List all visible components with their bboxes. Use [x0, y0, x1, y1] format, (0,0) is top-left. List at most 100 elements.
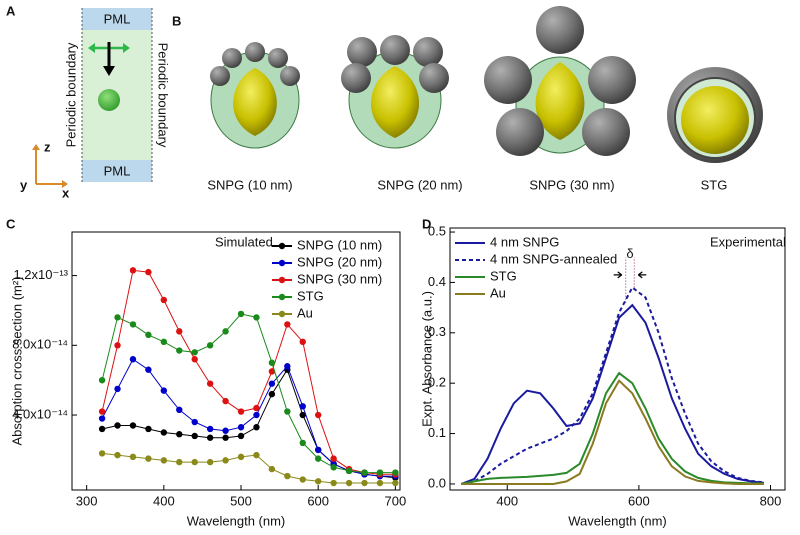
panel-label: C	[6, 216, 16, 231]
series-line	[101, 368, 396, 479]
series-line	[461, 371, 764, 485]
data-point	[237, 408, 245, 415]
data-point	[345, 479, 353, 487]
x-tick-label: 400	[496, 493, 518, 508]
data-point	[176, 458, 183, 466]
y-tick-label: 0.3	[428, 324, 446, 339]
series-line	[101, 269, 396, 475]
legend-label: SNPG (10 nm)	[297, 237, 382, 252]
data-point	[314, 455, 322, 462]
data-point	[98, 415, 106, 422]
data-point	[299, 338, 306, 346]
series-line	[461, 285, 765, 485]
axis-name: x	[62, 185, 70, 200]
data-point	[284, 408, 291, 415]
legend-marker	[278, 310, 286, 318]
k-arrow-head	[103, 66, 115, 76]
data-point	[98, 408, 106, 415]
panel-a: A PML PML Periodic boundary Periodic bou…	[6, 3, 171, 200]
x-tick-label: 500	[230, 493, 252, 508]
legend-label: STG	[490, 268, 517, 283]
data-point	[129, 321, 137, 328]
data-point	[206, 458, 214, 466]
x-tick-label: 700	[385, 493, 407, 508]
data-point	[314, 478, 322, 485]
legend-label: 4 nm SNPG-annealed	[490, 251, 617, 266]
data-point	[345, 467, 353, 475]
x-axis-label: Wavelength (nm)	[187, 513, 286, 528]
data-point	[361, 469, 368, 476]
data-point	[206, 434, 214, 441]
data-point	[268, 380, 276, 387]
legend-marker	[278, 276, 286, 284]
data-point	[314, 411, 322, 419]
data-point	[284, 363, 291, 370]
data-point	[114, 422, 121, 429]
data-point	[145, 366, 152, 373]
data-point	[237, 453, 245, 461]
data-point	[330, 479, 337, 487]
data-point	[376, 469, 384, 476]
axis-name: y	[20, 177, 28, 192]
data-point	[222, 397, 229, 405]
data-point	[114, 342, 121, 349]
caption: STG	[701, 177, 728, 192]
data-point	[284, 321, 291, 328]
legend-label: STG	[297, 288, 324, 303]
data-point	[268, 359, 276, 366]
data-point	[176, 328, 183, 335]
y-axis-label: Expt. Absorbance (a.u.)	[419, 291, 434, 427]
plot-frame	[449, 227, 786, 491]
legend-label: Au	[490, 285, 506, 300]
data-point	[222, 328, 229, 335]
data-point	[237, 310, 245, 318]
data-point	[129, 356, 137, 363]
data-point	[284, 472, 291, 480]
data-point	[268, 368, 276, 375]
data-point	[160, 457, 168, 464]
annotation: Experimental	[710, 234, 786, 249]
axis-name: z	[44, 139, 51, 154]
pml-bottom	[82, 160, 152, 182]
series-line	[101, 313, 396, 474]
data-point	[361, 479, 368, 487]
data-point	[145, 268, 152, 276]
series-line	[460, 303, 765, 485]
data-point	[114, 451, 121, 459]
data-point	[191, 349, 198, 356]
data-point	[253, 451, 260, 459]
particle	[98, 89, 120, 111]
data-point	[330, 455, 337, 462]
legend-label: SNPG (30 nm)	[297, 271, 382, 286]
panel-label: A	[6, 3, 16, 18]
data-point	[222, 427, 229, 434]
panel-label: D	[422, 216, 431, 231]
data-point	[176, 406, 183, 414]
data-point	[299, 439, 306, 447]
data-point	[268, 465, 276, 473]
legend-marker	[278, 259, 286, 267]
data-point	[253, 411, 260, 419]
data-point	[191, 458, 198, 466]
legend-label: 4 nm SNPG	[490, 234, 559, 249]
data-point	[237, 432, 245, 440]
data-point	[299, 403, 306, 410]
data-point	[98, 450, 106, 457]
legend-marker	[278, 242, 286, 250]
data-point	[253, 404, 260, 412]
delta-arrow	[613, 271, 647, 279]
data-point	[222, 434, 229, 441]
legend-label: SNPG (20 nm)	[297, 254, 382, 269]
data-point	[222, 457, 229, 464]
legend-label: Au	[297, 305, 313, 320]
data-point	[114, 314, 121, 321]
data-point	[160, 296, 168, 304]
x-tick-label: 400	[153, 493, 175, 508]
data-point	[160, 387, 168, 394]
data-point	[206, 380, 214, 387]
data-point	[206, 342, 214, 349]
data-point	[191, 432, 198, 440]
data-point	[129, 267, 137, 274]
data-point	[129, 453, 137, 461]
